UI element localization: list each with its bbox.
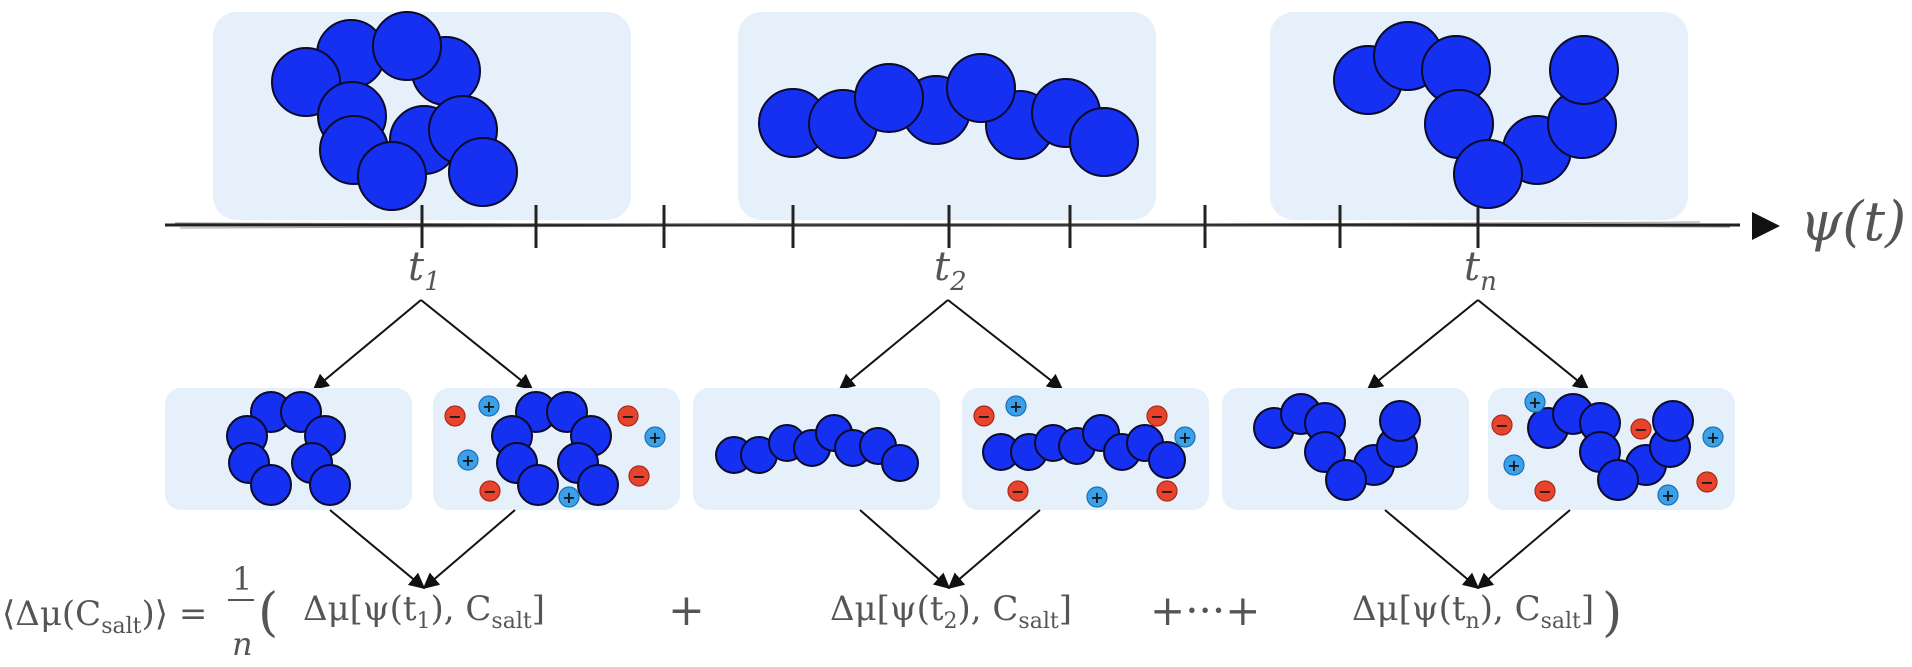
equation-term-1: Δμ[ψ(t1), Csalt] (303, 589, 545, 634)
close-paren: ) (1602, 583, 1622, 643)
polymer-small-t1 (226, 391, 351, 506)
svg-text:+: + (482, 397, 495, 416)
branch-arrows (312, 299, 1590, 391)
svg-text:−: − (1700, 473, 1713, 492)
svg-text:−: − (632, 467, 645, 486)
polymer-top-t2 (758, 53, 1139, 177)
open-paren: ( (258, 583, 278, 643)
fraction-denominator: n (232, 625, 253, 663)
polymer-small-t2 (715, 414, 919, 482)
polymer-small-tn-salt (1527, 393, 1694, 501)
svg-text:+: + (1009, 397, 1022, 416)
svg-text:+: + (1528, 393, 1541, 412)
time-label-t2: t2 (934, 244, 967, 297)
svg-text:−: − (1011, 482, 1024, 501)
svg-text:−: − (1538, 482, 1551, 501)
svg-text:+: + (562, 488, 575, 507)
svg-text:−: − (483, 482, 496, 501)
svg-text:−: − (448, 407, 461, 426)
state-panels (165, 388, 1735, 510)
svg-text:+: + (1661, 486, 1674, 505)
svg-text:+: + (1507, 456, 1520, 475)
time-label-t1: t1 (408, 244, 441, 297)
axis-arrowhead (1752, 212, 1780, 240)
plus-sign: + (668, 585, 705, 636)
equation-term-n: Δμ[ψ(tn), Csalt] (1352, 589, 1594, 634)
svg-text:−: − (1150, 407, 1163, 426)
svg-text:+: + (1706, 428, 1719, 447)
axis-label: ψ(t) (1800, 190, 1906, 253)
svg-text:−: − (977, 407, 990, 426)
polymer-small-t2-salt (982, 414, 1186, 479)
time-label-tn: tn (1464, 244, 1497, 297)
salt-ions: − + + − − + − + − + − + − + − + − + − − … (444, 391, 1724, 508)
svg-text:+: + (1178, 428, 1191, 447)
time-axis: ψ(t) (165, 190, 1906, 253)
polymer-top-t1 (271, 11, 518, 211)
polymer-small-tn (1253, 393, 1421, 501)
ellipsis-plus: +···+ (1150, 586, 1260, 635)
equation-term-2: Δμ[ψ(t2), Csalt] (830, 589, 1072, 634)
svg-text:−: − (1160, 482, 1173, 501)
polymer-top-tn (1333, 21, 1619, 209)
merge-arrows (329, 509, 1571, 590)
svg-text:+: + (1090, 488, 1103, 507)
svg-text:−: − (621, 407, 634, 426)
fraction-numerator: 1 (232, 560, 252, 598)
svg-text:+: + (648, 428, 661, 447)
polymer-small-t1-salt (491, 391, 619, 506)
svg-text:−: − (1495, 416, 1508, 435)
svg-text:+: + (461, 451, 474, 470)
average-equation: ⟨Δμ(Csalt)⟩ = 1 n ( Δμ[ψ(t1), Csalt] + Δ… (2, 560, 1622, 663)
equation-lhs: ⟨Δμ(Csalt)⟩ = (2, 594, 207, 639)
axis-ticks (420, 205, 1480, 248)
svg-text:−: − (1634, 420, 1647, 439)
